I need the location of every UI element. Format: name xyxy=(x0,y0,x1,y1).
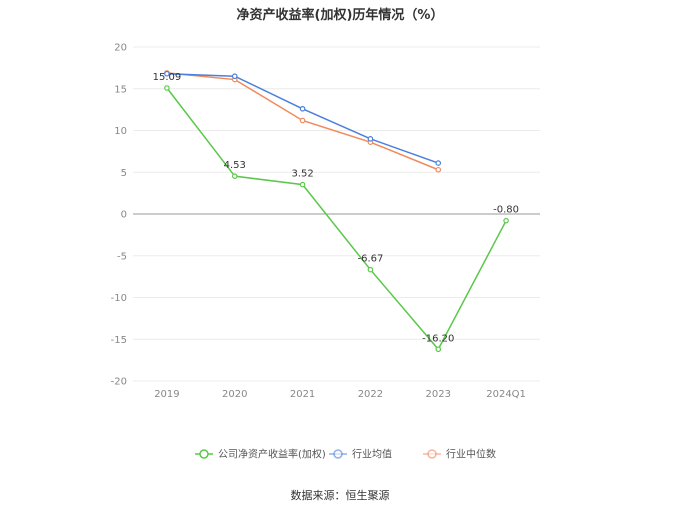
y-tick-label: 20 xyxy=(114,43,127,54)
y-tick-label: 15 xyxy=(114,84,127,95)
data-point xyxy=(299,181,306,188)
legend-label: 行业中位数 xyxy=(446,448,496,461)
legend-marker xyxy=(427,449,437,459)
data-point xyxy=(435,166,442,173)
x-tick-label: 2019 xyxy=(154,389,179,400)
y-tick-label: 0 xyxy=(121,210,127,221)
x-tick-label: 2023 xyxy=(426,389,451,400)
legend-marker xyxy=(199,449,209,459)
x-tick-label: 2022 xyxy=(358,389,383,400)
legend-label: 行业均值 xyxy=(352,448,392,461)
legend-marker xyxy=(333,449,343,459)
data-label: 3.52 xyxy=(291,169,313,180)
series-line xyxy=(166,87,507,351)
y-tick-label: 5 xyxy=(121,168,127,179)
data-point xyxy=(164,70,170,77)
legend-label: 公司净资产收益率(加权) xyxy=(218,448,326,461)
data-point xyxy=(503,217,509,224)
data-label: -16.20 xyxy=(422,333,454,344)
y-tick-label: -10 xyxy=(111,293,127,304)
data-point xyxy=(435,160,442,166)
x-tick-label: 2021 xyxy=(290,389,315,400)
y-tick-label: 10 xyxy=(114,126,127,137)
data-point xyxy=(367,136,374,142)
data-label: 15.09 xyxy=(153,72,182,83)
data-label: -6.67 xyxy=(357,254,383,265)
chart-title: 净资产收益率(加权)历年情况（%） xyxy=(236,8,444,23)
data-point xyxy=(299,105,306,112)
y-tick-label: -15 xyxy=(111,335,127,346)
x-tick-label: 2020 xyxy=(222,389,247,400)
y-tick-label: -20 xyxy=(111,377,127,388)
x-tick-label: 2024Q1 xyxy=(486,389,526,400)
data-point xyxy=(164,85,170,91)
y-tick-label: -5 xyxy=(117,251,127,262)
data-point xyxy=(299,117,306,124)
data-point xyxy=(231,173,238,179)
data-source: 数据来源：恒生聚源 xyxy=(290,489,390,502)
data-label: 4.53 xyxy=(224,160,246,171)
data-point xyxy=(367,266,374,273)
data-label: -0.80 xyxy=(493,205,519,216)
data-point xyxy=(435,346,442,353)
data-point xyxy=(231,73,238,80)
